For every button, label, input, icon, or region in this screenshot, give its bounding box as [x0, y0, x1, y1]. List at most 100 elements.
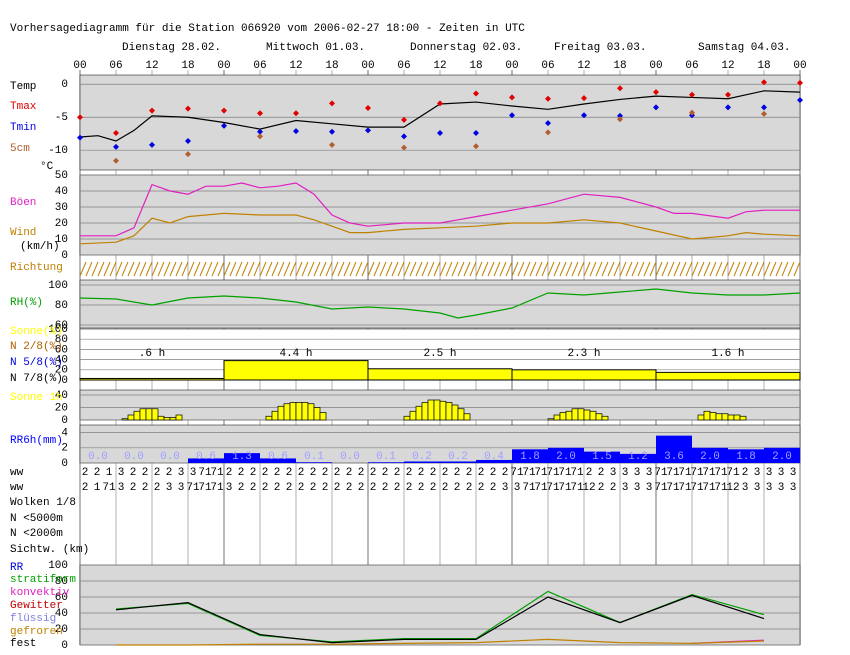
bar — [721, 413, 729, 421]
weather-code: 2 — [394, 482, 401, 494]
bar — [319, 412, 327, 421]
direction-barb — [679, 261, 687, 277]
day-label: Dienstag 28.02. — [122, 42, 221, 54]
bar — [368, 462, 404, 463]
point — [185, 137, 191, 144]
direction-barb — [613, 261, 621, 277]
bar — [703, 410, 711, 421]
series-line — [79, 212, 801, 245]
direction-barb — [295, 261, 303, 277]
series-label: N 7/8(%) — [10, 373, 63, 385]
weather-code: 2 — [250, 467, 257, 479]
weather-code: 3 — [634, 467, 641, 479]
direction-barb — [733, 261, 741, 277]
bar — [289, 402, 297, 421]
series-line — [79, 288, 801, 319]
bar — [224, 453, 260, 463]
direction-barb — [415, 261, 423, 277]
direction-barb — [655, 261, 663, 277]
direction-barb — [391, 261, 399, 277]
weather-code: 71 — [198, 482, 212, 494]
weather-code: 2 — [274, 467, 281, 479]
weather-code: 2 — [370, 482, 377, 494]
weather-code: 2 — [442, 482, 449, 494]
bar — [296, 462, 332, 463]
direction-barb — [751, 261, 759, 277]
row-label: ww — [10, 467, 24, 479]
weather-code: 2 — [442, 467, 449, 479]
direction-barb — [661, 261, 669, 277]
bar — [511, 369, 657, 381]
bar — [440, 461, 476, 463]
direction-barb — [559, 261, 567, 277]
weather-code: 2 — [454, 467, 461, 479]
direction-barb — [319, 261, 327, 277]
point — [617, 116, 623, 123]
y-tick-label: 4 — [61, 428, 68, 440]
point — [473, 130, 479, 137]
value-label: 0.0 — [160, 451, 180, 463]
direction-barb — [253, 261, 261, 277]
y-tick-label: 40 — [55, 390, 68, 402]
y-tick-label: 100 — [48, 280, 68, 292]
direction-barb — [223, 261, 231, 277]
weather-code: 2 — [454, 482, 461, 494]
direction-barb — [427, 261, 435, 277]
hour-label: 00 — [73, 60, 86, 72]
point — [149, 141, 155, 148]
weather-code: 2 — [310, 467, 317, 479]
bar — [601, 415, 609, 421]
duration-label: 1.6 h — [711, 348, 744, 360]
weather-code: 2 — [130, 467, 137, 479]
weather-code: 71 — [678, 482, 692, 494]
weather-code: 2 — [298, 467, 305, 479]
direction-barb — [313, 261, 321, 277]
weather-code: 2 — [322, 482, 329, 494]
weather-code: 3 — [766, 467, 773, 479]
series-label: N 2/8(%) — [10, 341, 63, 353]
duration-label: 2.3 h — [567, 348, 600, 360]
day-label: Mittwoch 01.03. — [266, 42, 365, 54]
bar — [403, 415, 411, 421]
direction-barb — [187, 261, 195, 277]
bar — [512, 449, 548, 463]
bar — [577, 408, 585, 421]
direction-barb — [145, 261, 153, 277]
direction-barb — [499, 261, 507, 277]
point — [689, 109, 695, 116]
point — [113, 157, 119, 164]
weather-code: 2 — [346, 467, 353, 479]
y-tick-label: 20 — [55, 218, 68, 230]
weather-code: 2 — [346, 482, 353, 494]
direction-barb — [325, 261, 333, 277]
bar — [277, 405, 285, 421]
point — [725, 104, 731, 111]
direction-barb — [463, 261, 471, 277]
weather-code: 71 — [510, 467, 524, 479]
point — [725, 91, 731, 98]
y-tick-label: 80 — [55, 334, 68, 346]
bar — [733, 414, 741, 421]
direction-barb — [625, 261, 633, 277]
weather-code: 3 — [778, 467, 785, 479]
weather-code: 3 — [514, 482, 521, 494]
weather-code: 1 — [106, 467, 113, 479]
direction-barb — [283, 261, 291, 277]
weather-code: 2 — [394, 467, 401, 479]
series-label: stratiform — [10, 574, 76, 586]
weather-code: 2 — [478, 467, 485, 479]
series-line — [79, 90, 801, 142]
direction-barb — [763, 261, 771, 277]
y-tick-label: 0 — [61, 415, 68, 427]
weather-code: 2 — [430, 482, 437, 494]
bar — [260, 458, 296, 463]
bar — [559, 412, 567, 421]
bar — [547, 418, 555, 421]
weather-code: 71 — [654, 467, 668, 479]
series-label: konvektiv — [10, 587, 70, 599]
bar — [584, 451, 620, 463]
direction-barb — [403, 261, 411, 277]
weather-code: 3 — [754, 467, 761, 479]
bar — [620, 453, 656, 463]
weather-code: 2 — [250, 482, 257, 494]
